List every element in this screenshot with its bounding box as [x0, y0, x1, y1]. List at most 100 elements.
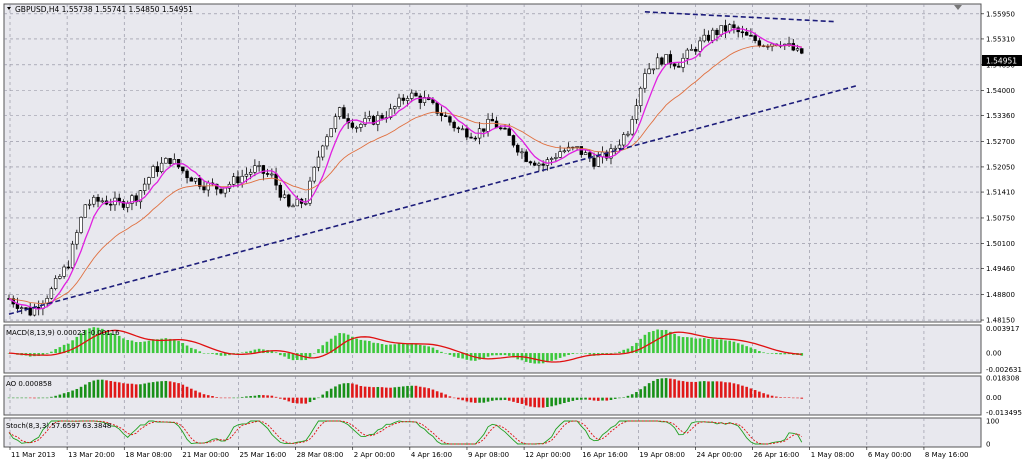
macd-bar — [622, 349, 626, 354]
candle-body — [482, 128, 486, 132]
macd-bar — [694, 338, 698, 354]
macd-bar — [643, 334, 647, 354]
stoch-pane[interactable] — [3, 417, 982, 448]
candle-body — [723, 25, 728, 32]
candle-body — [198, 178, 202, 187]
ao-bar — [469, 397, 473, 403]
macd-bar — [673, 333, 676, 354]
macd-bar — [380, 344, 384, 354]
ma-slow-line — [8, 45, 802, 304]
macd-bar — [427, 346, 430, 354]
candle-body — [694, 48, 698, 52]
macd-bar — [783, 353, 787, 355]
macd-bar — [741, 344, 744, 354]
ao-bar — [329, 388, 333, 398]
macd-bar — [656, 329, 659, 354]
candle-body — [202, 186, 206, 191]
candle-body — [516, 144, 520, 153]
macd-bar — [571, 353, 575, 354]
ao-bar — [249, 396, 252, 398]
macd-bar — [732, 341, 736, 354]
macd-signal-line — [8, 329, 802, 363]
candle-body — [626, 133, 630, 136]
ao-bar — [393, 387, 397, 398]
ao-bar — [647, 383, 651, 398]
candle-body — [121, 201, 126, 208]
macd-bar — [211, 353, 214, 354]
ao-bar — [596, 397, 600, 401]
macd-bar — [291, 353, 295, 361]
ao-bar — [520, 397, 524, 404]
ao-bar — [236, 397, 240, 399]
candle-body — [261, 165, 266, 174]
ao-pane[interactable] — [3, 375, 982, 416]
macd-bar — [117, 335, 121, 354]
ao-bar — [656, 378, 659, 398]
ao-bar — [177, 383, 180, 398]
candle-body — [282, 194, 287, 198]
ao-bar — [168, 381, 172, 398]
ao-bar — [533, 397, 536, 408]
candle-body — [520, 151, 524, 154]
candle-body — [376, 115, 380, 125]
candle-body — [698, 40, 702, 52]
ao-bar — [512, 397, 515, 402]
macd-pane[interactable] — [3, 324, 982, 374]
ao-bar — [88, 382, 91, 398]
candle-body — [558, 151, 562, 158]
time-axis: 11 Mar 2013 13 Mar 20:00 18 Mar 08:00 21 Ma… — [9, 447, 968, 459]
ao-bar — [541, 397, 545, 408]
ao-bar — [495, 397, 498, 401]
candle-body — [270, 173, 274, 176]
candle-body — [609, 148, 613, 159]
ao-bar — [796, 397, 799, 399]
ao-bar — [567, 397, 570, 402]
candle-body — [452, 121, 456, 129]
ao-bar — [28, 397, 32, 399]
ao-bar — [100, 379, 104, 398]
ao-bar — [758, 391, 761, 398]
candle-body — [75, 232, 79, 245]
macd-bar — [541, 353, 545, 364]
candle-body — [168, 158, 172, 164]
macd-bar — [702, 338, 706, 354]
macd-bar — [397, 343, 401, 354]
ao-bar — [295, 397, 299, 404]
ao-bar — [652, 380, 655, 398]
ao-bar — [783, 397, 787, 398]
candle-body — [58, 276, 62, 279]
ao-label: AO 0.000858 — [6, 380, 52, 388]
price-pane[interactable] — [3, 3, 982, 323]
candle-body — [15, 303, 20, 309]
macd-bar — [232, 353, 235, 354]
candle-body — [100, 200, 104, 203]
time-tick-label: 28 Mar 08:00 — [297, 451, 344, 459]
macd-bar — [512, 353, 515, 358]
ao-bar — [707, 381, 710, 398]
candle-body — [448, 116, 452, 123]
macd-bar — [253, 349, 257, 354]
ao-bar — [486, 397, 490, 402]
macd-bar — [317, 349, 320, 354]
macd-bar — [728, 340, 731, 354]
macd-bar — [109, 332, 113, 354]
ao-bar — [376, 386, 380, 398]
indicator-tick-label: 0.018308 — [986, 374, 1019, 382]
grid-lines — [4, 4, 981, 447]
ao-bar — [321, 394, 325, 398]
macd-bar — [613, 352, 617, 354]
indicator-tick-label: -0.002631 — [986, 366, 1022, 374]
ao-bar — [601, 397, 604, 401]
candle-body — [248, 171, 253, 175]
dropdown-arrow-icon[interactable] — [7, 7, 11, 10]
macd-bar — [194, 349, 197, 354]
macd-bar — [368, 341, 371, 354]
ao-bar — [287, 397, 291, 402]
candle-body — [651, 68, 656, 71]
macd-bar — [134, 342, 138, 354]
chart-shift-marker-icon[interactable] — [954, 5, 962, 10]
candle-body — [371, 116, 376, 125]
macd-bar — [745, 346, 748, 354]
candle-body — [664, 54, 668, 65]
